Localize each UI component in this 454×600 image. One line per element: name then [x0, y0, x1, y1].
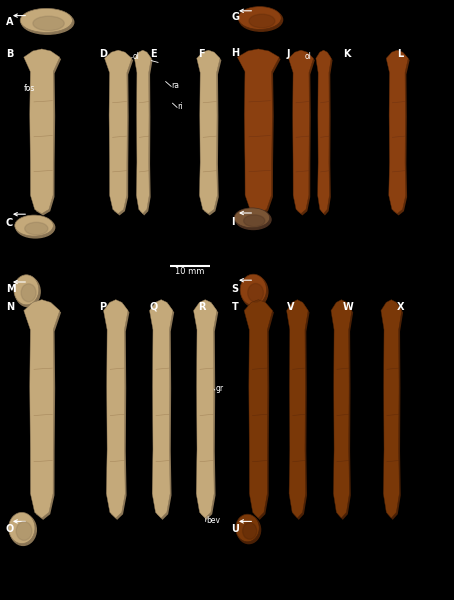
PathPatch shape: [197, 50, 220, 214]
Text: E: E: [150, 49, 157, 59]
Text: M: M: [6, 284, 15, 294]
Ellipse shape: [237, 516, 261, 544]
Ellipse shape: [234, 208, 270, 228]
Text: bev: bev: [206, 515, 220, 524]
PathPatch shape: [288, 301, 310, 520]
PathPatch shape: [239, 51, 281, 215]
Ellipse shape: [33, 16, 64, 31]
PathPatch shape: [317, 52, 332, 215]
Text: fos: fos: [24, 84, 35, 92]
Text: B: B: [6, 49, 13, 59]
Ellipse shape: [15, 215, 54, 236]
Text: gr: gr: [215, 385, 223, 394]
Text: W: W: [343, 302, 354, 312]
Text: Q: Q: [150, 302, 158, 312]
PathPatch shape: [104, 50, 132, 214]
PathPatch shape: [237, 49, 279, 214]
Ellipse shape: [238, 7, 281, 29]
Text: G: G: [232, 12, 240, 22]
Ellipse shape: [22, 10, 74, 34]
PathPatch shape: [289, 50, 313, 214]
Text: ol: ol: [133, 52, 139, 61]
Text: J: J: [287, 49, 291, 59]
PathPatch shape: [106, 52, 133, 215]
PathPatch shape: [24, 299, 60, 518]
PathPatch shape: [24, 49, 60, 214]
Ellipse shape: [16, 217, 55, 238]
PathPatch shape: [136, 52, 153, 215]
Text: I: I: [232, 217, 235, 227]
Text: N: N: [6, 302, 14, 312]
PathPatch shape: [193, 299, 217, 518]
PathPatch shape: [316, 50, 331, 214]
Ellipse shape: [9, 512, 35, 544]
Text: H: H: [232, 48, 240, 58]
Ellipse shape: [242, 276, 268, 307]
PathPatch shape: [134, 50, 151, 214]
Text: C: C: [6, 218, 13, 228]
Ellipse shape: [239, 8, 282, 31]
PathPatch shape: [332, 301, 353, 520]
Ellipse shape: [20, 8, 73, 32]
Text: L: L: [397, 49, 404, 59]
PathPatch shape: [246, 301, 274, 520]
Text: X: X: [397, 302, 405, 312]
Ellipse shape: [236, 514, 259, 542]
Text: D: D: [99, 49, 107, 59]
PathPatch shape: [25, 301, 61, 520]
Ellipse shape: [10, 514, 36, 545]
Text: A: A: [6, 17, 14, 27]
PathPatch shape: [286, 299, 308, 518]
Text: T: T: [232, 302, 238, 312]
Ellipse shape: [249, 14, 275, 28]
PathPatch shape: [331, 299, 352, 518]
Ellipse shape: [21, 284, 36, 302]
PathPatch shape: [244, 299, 272, 518]
PathPatch shape: [382, 301, 403, 520]
Text: P: P: [99, 302, 106, 312]
Text: V: V: [287, 302, 295, 312]
PathPatch shape: [105, 301, 129, 520]
Ellipse shape: [16, 521, 32, 541]
Text: R: R: [198, 302, 206, 312]
Text: U: U: [232, 524, 239, 534]
Ellipse shape: [236, 210, 271, 229]
Text: F: F: [198, 49, 205, 59]
Text: ri: ri: [178, 101, 183, 110]
PathPatch shape: [381, 299, 402, 518]
Text: ol: ol: [305, 52, 312, 61]
Ellipse shape: [248, 283, 263, 302]
PathPatch shape: [386, 50, 408, 214]
Text: K: K: [343, 49, 350, 59]
Ellipse shape: [240, 274, 266, 305]
PathPatch shape: [198, 52, 222, 215]
Ellipse shape: [14, 275, 39, 305]
Text: S: S: [232, 284, 239, 294]
PathPatch shape: [149, 299, 173, 518]
Ellipse shape: [244, 215, 265, 227]
Ellipse shape: [242, 523, 257, 539]
PathPatch shape: [290, 52, 315, 215]
PathPatch shape: [195, 301, 218, 520]
PathPatch shape: [388, 52, 410, 215]
Ellipse shape: [25, 222, 48, 235]
PathPatch shape: [151, 301, 174, 520]
Ellipse shape: [15, 277, 40, 307]
Text: O: O: [6, 524, 14, 534]
Text: 10 mm: 10 mm: [175, 266, 204, 275]
PathPatch shape: [104, 299, 128, 518]
PathPatch shape: [25, 51, 61, 215]
Text: ra: ra: [172, 81, 180, 89]
